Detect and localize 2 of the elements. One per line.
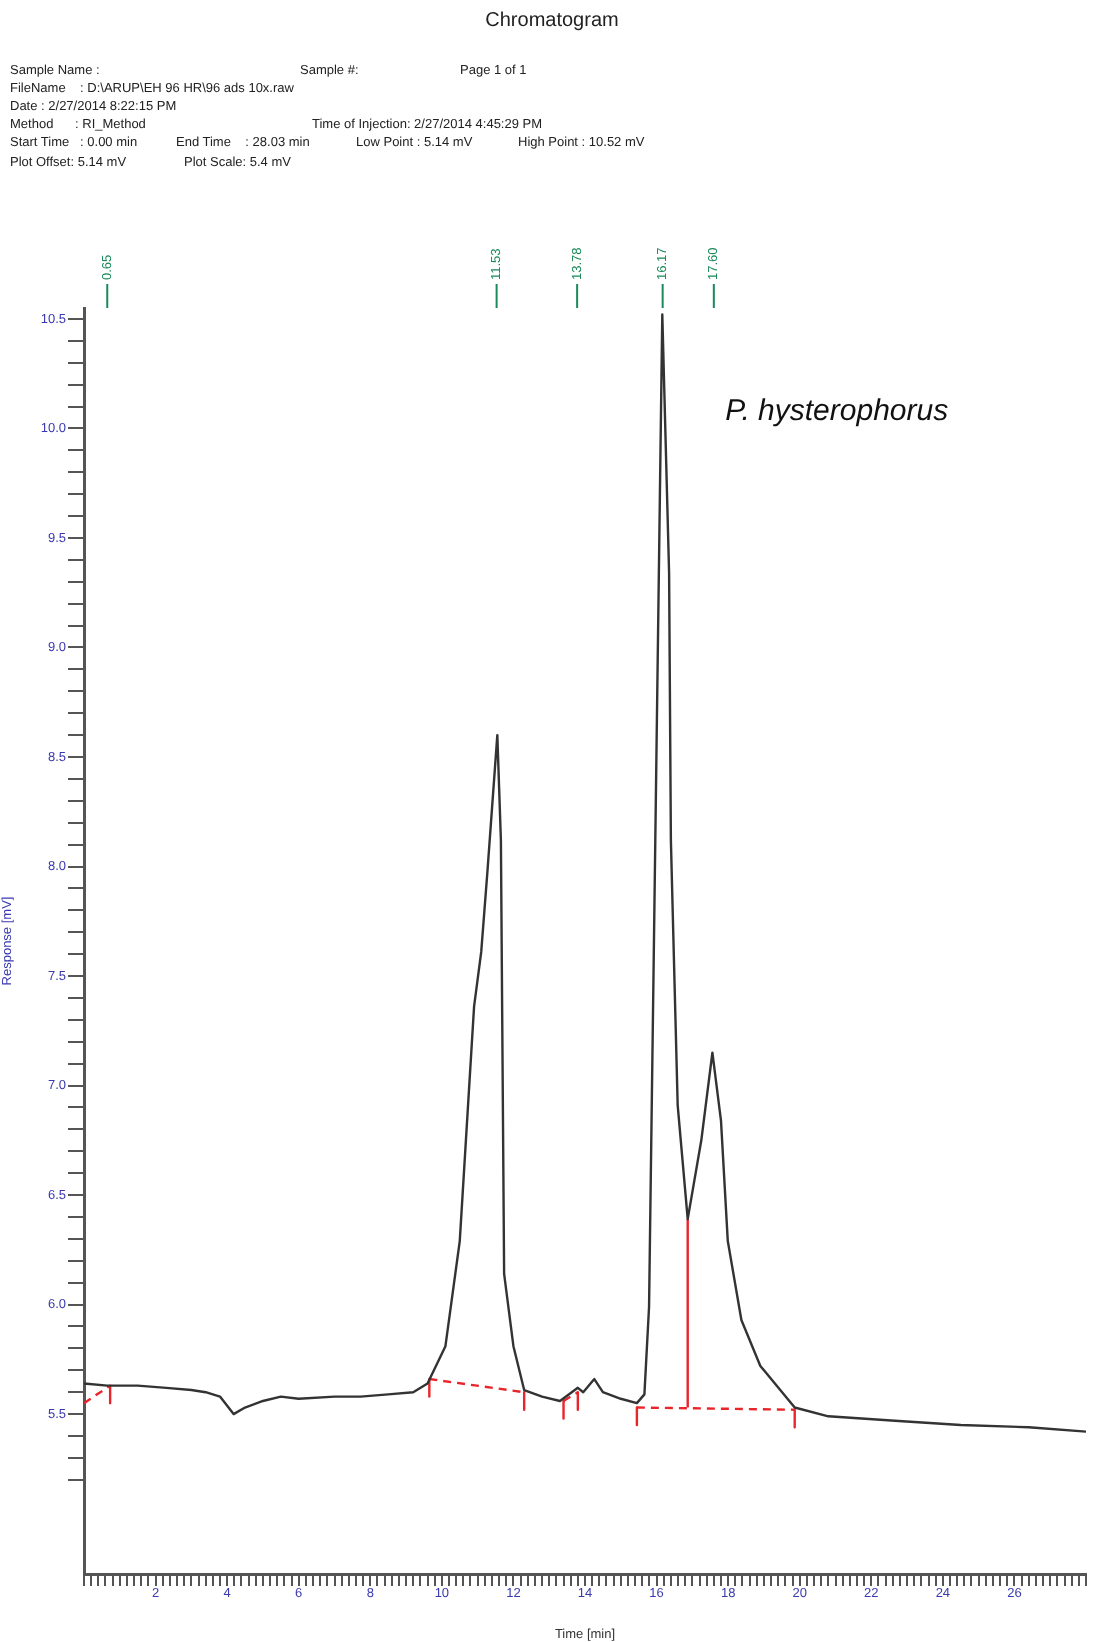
chart-title: Chromatogram	[483, 10, 621, 32]
annotation: P. hysterophorus	[725, 394, 950, 429]
